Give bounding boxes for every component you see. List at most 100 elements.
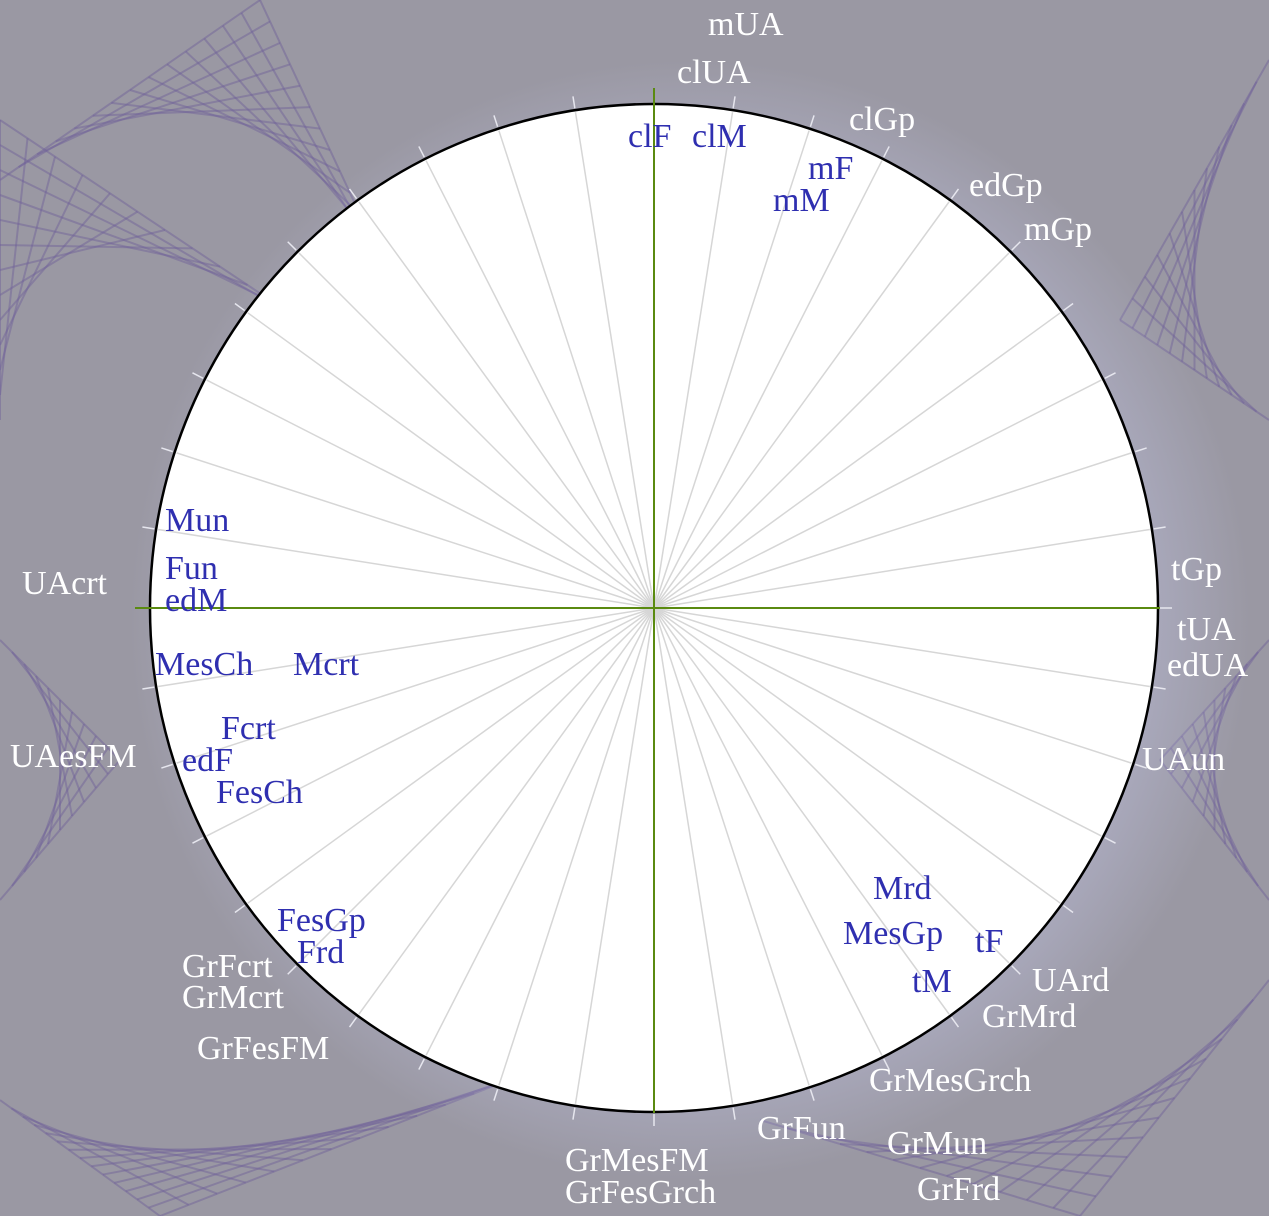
background-pattern-line (91, 1125, 389, 1168)
spoke-line (653, 312, 1061, 609)
tick-mark (950, 188, 960, 200)
background-pattern-line (0, 138, 29, 396)
background-pattern-line (23, 663, 97, 789)
tick-mark (234, 904, 246, 914)
outer-label-UArd: UArd (1032, 962, 1109, 999)
tick-mark (418, 146, 425, 158)
outer-label-UAun: UAun (1142, 741, 1225, 778)
background-pattern-line (839, 1143, 1128, 1158)
tick-mark (142, 526, 155, 530)
background-pattern-line (1168, 233, 1221, 387)
spoke-line (298, 607, 655, 964)
inner-label-Fun: Fun (165, 550, 218, 587)
spoke-line (358, 201, 655, 609)
inner-labels-group: clF clM mF mM Mun Fun edM MesCh Mcrt Fcr… (155, 118, 1003, 1000)
tick-mark (1062, 904, 1074, 914)
background-pattern-line (111, 101, 321, 130)
inner-label-tF: tF (975, 923, 1003, 960)
background-pattern-line (11, 651, 109, 775)
spoke-line (653, 379, 1102, 609)
outer-label-edGp: edGp (969, 167, 1043, 204)
background-pattern-line (0, 759, 121, 901)
background-pattern-line (0, 639, 121, 761)
tick-mark (732, 96, 736, 109)
background-pattern-line (114, 1103, 446, 1184)
background-pattern-line (57, 1140, 303, 1162)
background-pattern-line (0, 174, 84, 346)
spoke-line (358, 607, 655, 1015)
spoke-line (653, 452, 1132, 609)
inner-label-mM: mM (773, 182, 830, 219)
background-pattern-line (36, 41, 281, 156)
spoke-line (653, 130, 810, 609)
background-pattern-line (999, 1038, 1223, 1193)
background-pattern-line (148, 76, 341, 173)
background-pattern-line (1119, 59, 1269, 321)
background-pattern-line (0, 169, 276, 305)
outer-label-GrFun: GrFun (757, 1110, 846, 1147)
tick-mark (1153, 526, 1166, 530)
spoke-line (247, 312, 655, 609)
tick-mark (883, 146, 890, 158)
tick-mark (1135, 763, 1147, 769)
background-pattern-line (92, 106, 311, 117)
background-pattern-line (1181, 168, 1208, 362)
background-pattern-line (0, 1099, 161, 1216)
spoke-line (206, 607, 655, 837)
spoke-line (574, 112, 655, 609)
inner-label-edM: edM (165, 582, 227, 619)
tick-mark (418, 1058, 425, 1070)
background-pattern-line (866, 1136, 1144, 1153)
outer-label-GrFcrt: GrFcrt (182, 948, 273, 985)
tick-mark (348, 1016, 358, 1028)
tick-mark (348, 188, 358, 200)
spoke-line (653, 607, 1010, 964)
spoke-line (653, 252, 1010, 609)
outer-label-GrMcrt: GrMcrt (182, 979, 285, 1016)
inner-label-Fcrt: Fcrt (221, 710, 276, 747)
inner-label-clF: clF (628, 118, 671, 155)
spoke-line (498, 607, 655, 1086)
background-pattern-line (10, 1107, 190, 1206)
tick-mark (142, 686, 155, 690)
tick-mark (493, 115, 499, 127)
spoke-line (574, 607, 655, 1104)
background-pattern-line (1168, 146, 1221, 354)
tick-mark (1135, 447, 1147, 453)
outer-label-GrMrd: GrMrd (982, 998, 1076, 1035)
background-pattern-line (1156, 124, 1233, 346)
tick-mark (809, 1089, 815, 1101)
inner-label-edF: edF (182, 742, 233, 779)
background-pattern-line (946, 1077, 1191, 1177)
outer-label-edUA: edUA (1167, 647, 1249, 684)
background-pattern-line (0, 156, 56, 371)
background-pattern-line (74, 84, 301, 130)
tick-mark (883, 1058, 890, 1070)
outer-label-mGp: mGp (1024, 211, 1092, 248)
tick-mark (287, 241, 297, 251)
inner-label-Mun: Mun (165, 502, 229, 539)
tick-mark (493, 1089, 499, 1101)
tick-mark (1062, 302, 1074, 312)
background-pattern-line (1079, 979, 1269, 1216)
outer-label-GrMesGrch: GrMesGrch (869, 1062, 1031, 1099)
background-pattern-line (125, 1092, 475, 1193)
tick-mark (572, 96, 576, 109)
spoke-line (298, 252, 655, 609)
background-pattern-line (1131, 81, 1258, 329)
spoke-line (653, 607, 1150, 688)
background-pattern-line (102, 1114, 418, 1176)
spoke-line (247, 607, 655, 904)
background-pattern-line (0, 229, 166, 271)
outer-label-GrFrd: GrFrd (917, 1171, 1000, 1208)
spoke-line (653, 112, 734, 609)
tick-mark (1104, 372, 1116, 379)
background-pattern-line (23, 735, 97, 873)
outer-label-UAcrt: UAcrt (22, 565, 108, 602)
spoke-line (158, 528, 655, 609)
spoke-line (653, 607, 1132, 764)
background-pattern-line (1144, 276, 1245, 404)
spoke-line (176, 607, 655, 764)
background-pattern-line (35, 723, 85, 859)
